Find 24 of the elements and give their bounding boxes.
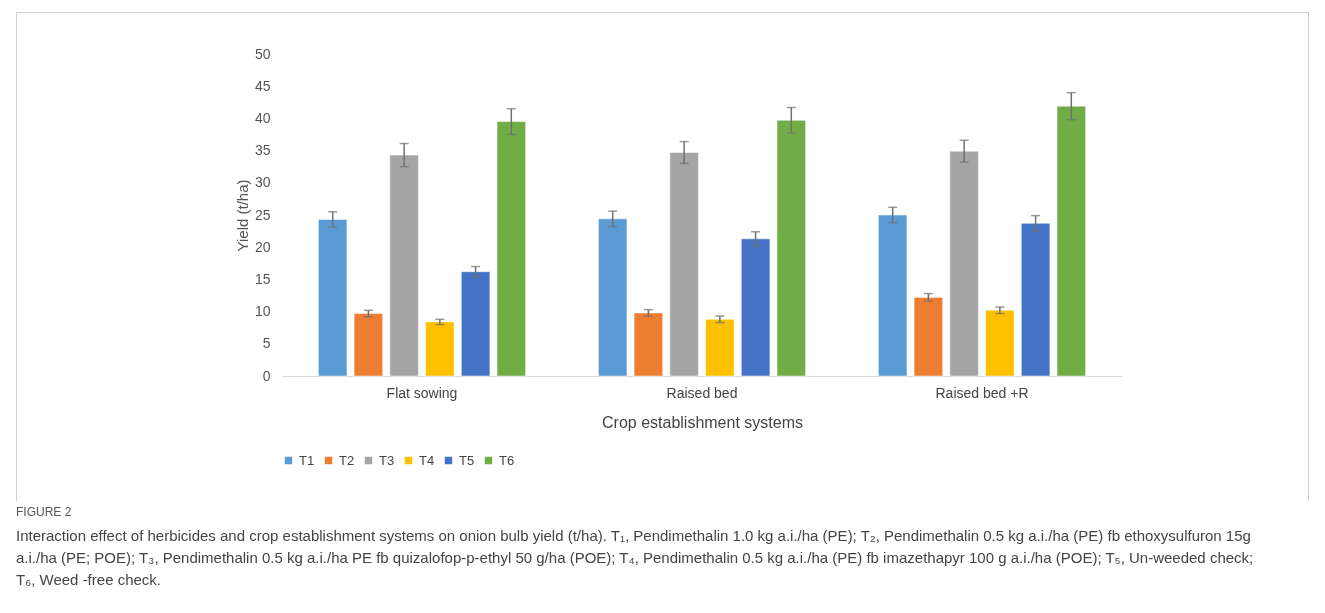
legend-label: T5 [459, 452, 475, 468]
x-tick-label: Flat sowing [386, 384, 458, 401]
y-axis-title: Yield (t/ha) [233, 179, 251, 252]
y-tick-label: 50 [254, 45, 271, 62]
text: Interaction effect of herbicides and crop establishment systems on onion bulb yield (t/ha). T₁, Pendimethalin 1.0 kg a.i./ha (PE); T₂, Pendimethalin 0.5 kg a.i./ha (PE) fb ethoxysulfuron 15g a.i./ha (PE; POE); T₃, Pendimethalin 0.5 kg a.i./ha PE fb quizalofop-p-ethyl 50 g/ha (POE); T₄, Pendimethalin 0.5 kg a.i./ha (PE) fb imazethapyr 100 g a.i./ha (POE); T₅, Un-weeded check; T₆, Weed -free check. [16, 526, 1255, 590]
legend-label: T4 [419, 452, 435, 468]
y-tick-label: 40 [254, 109, 271, 126]
y-tick-label: 35 [254, 142, 271, 159]
x-axis-title: Crop establishment systems [602, 413, 803, 431]
y-tick-label: 25 [254, 206, 271, 223]
x-tick-label: Raised bed [666, 384, 738, 401]
legend-label: T6 [499, 452, 515, 468]
y-tick-label: 45 [254, 77, 271, 94]
y-tick-label: 10 [254, 303, 271, 320]
legend-label: T2 [339, 452, 355, 468]
y-tick-label: 5 [262, 335, 271, 352]
y-tick-label: 30 [254, 174, 271, 191]
x-tick-label: Raised bed +R [935, 384, 1029, 401]
y-tick-label: 15 [254, 270, 271, 287]
legend-label: T1 [299, 452, 315, 468]
y-tick-label: 20 [254, 238, 271, 255]
caption: FIGURE 2 [16, 505, 73, 519]
y-tick-label: 0 [262, 367, 271, 384]
legend-label: T3 [379, 452, 395, 468]
